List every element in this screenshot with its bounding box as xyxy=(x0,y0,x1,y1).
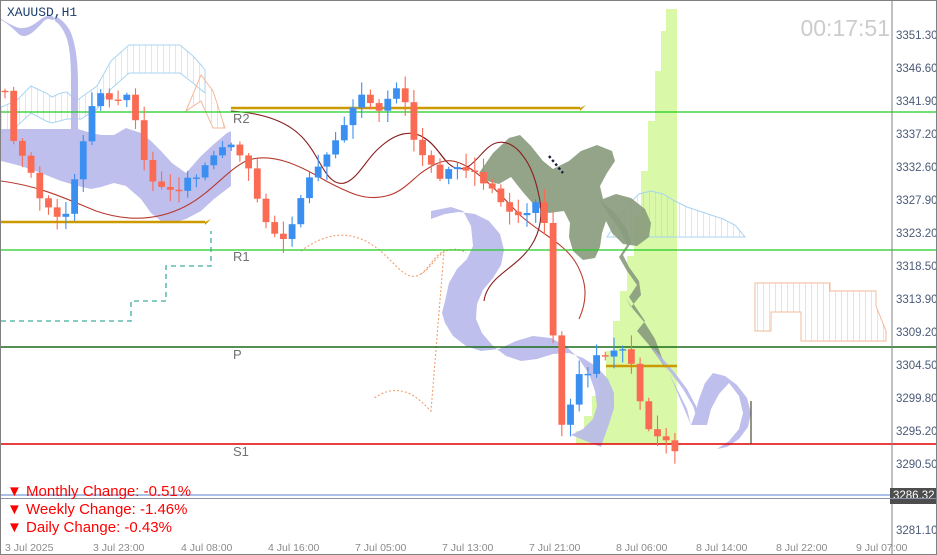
svg-text:P: P xyxy=(233,347,242,362)
svg-text:S1: S1 xyxy=(233,444,249,459)
svg-text:R2: R2 xyxy=(233,111,250,126)
svg-text:R1: R1 xyxy=(233,249,250,264)
